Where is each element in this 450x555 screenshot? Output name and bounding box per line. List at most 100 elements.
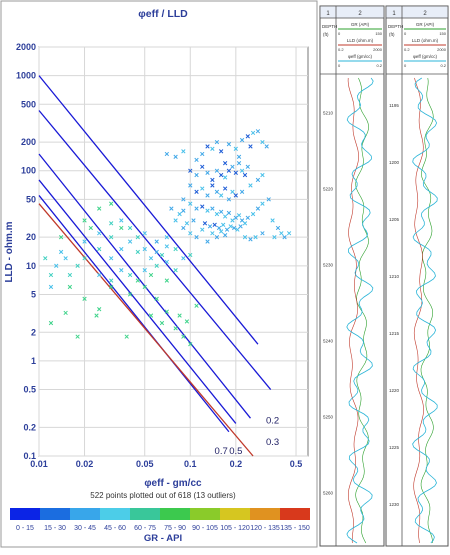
- data-point: [63, 256, 68, 261]
- color-bar-swatch: [130, 508, 160, 520]
- data-point: [200, 204, 205, 209]
- data-point: [230, 189, 235, 194]
- curve-name: LLD (ohm.m): [347, 38, 374, 43]
- data-point: [245, 215, 250, 220]
- color-bar-swatch: [160, 508, 190, 520]
- data-point: [236, 161, 242, 166]
- data-point: [109, 221, 114, 226]
- data-point: [194, 189, 199, 194]
- data-point: [210, 206, 215, 211]
- data-point: [226, 210, 232, 216]
- data-point: [119, 218, 124, 223]
- data-point: [109, 278, 114, 283]
- data-point: [142, 268, 147, 273]
- data-point: [266, 197, 271, 202]
- data-point: [148, 272, 154, 278]
- data-point: [142, 231, 147, 236]
- data-point: [67, 272, 73, 278]
- data-point: [205, 208, 210, 213]
- data-point: [221, 222, 226, 227]
- data-point: [181, 334, 186, 339]
- y-tick-label: 2000: [16, 42, 36, 52]
- data-point: [58, 249, 64, 255]
- depth-value: 5230: [323, 262, 334, 267]
- data-point: [173, 218, 178, 223]
- data-point: [173, 326, 178, 331]
- data-point: [214, 235, 220, 240]
- data-point: [148, 313, 154, 318]
- data-point: [181, 197, 186, 202]
- data-point: [188, 231, 193, 236]
- data-point: [255, 206, 261, 211]
- data-point: [94, 313, 99, 318]
- color-bar-range-label: 75 - 90: [164, 525, 186, 532]
- data-point: [214, 139, 220, 145]
- x-tick-label: 0.02: [76, 459, 94, 469]
- iso-line: [38, 110, 272, 390]
- data-point: [48, 284, 54, 290]
- y-tick-label: 2: [31, 327, 36, 337]
- data-point: [248, 237, 253, 242]
- color-bar-swatch: [100, 508, 130, 520]
- data-point: [164, 278, 170, 283]
- data-point: [230, 164, 235, 169]
- data-point: [205, 170, 210, 175]
- x-tick-label: 0.1: [184, 459, 197, 469]
- points-count-label: 522 points plotted out of 618 (13 outlie…: [90, 491, 236, 500]
- curve-max: 150: [375, 31, 382, 36]
- data-point: [207, 224, 213, 229]
- data-point: [109, 284, 114, 290]
- curve-min: 0: [338, 63, 341, 68]
- y-tick-label: 0.2: [23, 422, 36, 432]
- data-point: [135, 235, 140, 240]
- curve-max: 2000: [373, 47, 383, 52]
- track1-header: 1: [326, 11, 330, 17]
- data-point: [82, 218, 87, 223]
- data-point: [219, 172, 224, 178]
- data-point: [142, 246, 147, 252]
- data-point: [222, 233, 228, 238]
- data-point: [164, 235, 170, 240]
- data-point: [202, 221, 208, 226]
- curve-name: φeff (gm/cc): [413, 54, 438, 59]
- data-point: [260, 201, 265, 206]
- data-point: [236, 213, 242, 218]
- data-point: [200, 227, 205, 232]
- data-point: [219, 209, 224, 214]
- data-point: [245, 164, 250, 169]
- data-point: [181, 225, 186, 231]
- data-point: [239, 137, 245, 143]
- depth-value: 5210: [323, 110, 334, 115]
- depth-value: 5220: [323, 186, 334, 191]
- y-tick-label: 10: [26, 261, 36, 271]
- x-tick-label: 0.05: [136, 459, 154, 469]
- log-curve-trace: [412, 77, 438, 544]
- depth-label: DEPTH: [388, 24, 403, 29]
- color-bar-swatch: [10, 508, 40, 520]
- data-point: [164, 309, 170, 314]
- data-point: [127, 225, 133, 231]
- data-point: [127, 292, 133, 297]
- data-point: [286, 231, 292, 236]
- curve-name: LLD (ohm.m): [412, 38, 439, 43]
- data-point: [250, 211, 256, 217]
- data-point: [142, 284, 147, 290]
- data-point: [75, 334, 80, 339]
- data-point: [63, 310, 68, 316]
- y-tick-label: 1000: [16, 71, 36, 81]
- data-point: [124, 334, 129, 339]
- data-point: [250, 130, 256, 136]
- color-bar-swatch: [40, 508, 70, 520]
- data-point: [75, 263, 80, 268]
- curve-min: 0: [338, 31, 341, 36]
- data-point: [226, 197, 232, 202]
- x-tick-labels: 0.01 0.02 0.05 0.1 0.2 0.5: [30, 459, 302, 469]
- data-point: [236, 154, 242, 159]
- data-point: [222, 161, 228, 166]
- data-point: [194, 172, 199, 178]
- color-bar-range-label: 0 - 15: [16, 525, 34, 532]
- data-point: [173, 154, 178, 159]
- data-point: [279, 231, 284, 236]
- track2-header: 2: [358, 11, 362, 17]
- iso-line-labels: 0.2 0.3 0.50.7: [215, 415, 280, 457]
